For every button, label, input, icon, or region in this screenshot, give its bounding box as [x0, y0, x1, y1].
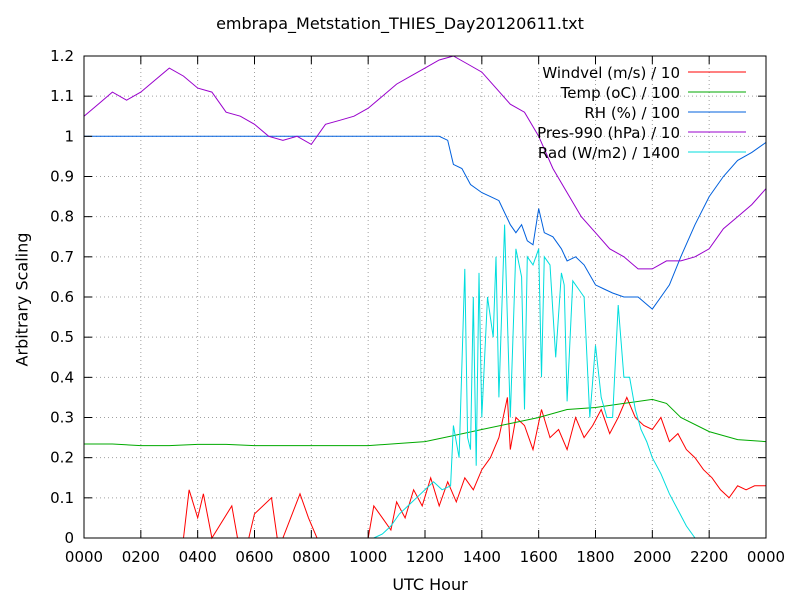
legend-label: Temp (oC) / 100: [560, 84, 680, 102]
y-tick-label: 0.2: [50, 449, 74, 467]
x-tick-label: 1200: [406, 548, 444, 566]
x-tick-label: 0800: [292, 548, 330, 566]
x-tick-label: 0000: [65, 548, 103, 566]
x-tick-label: 2200: [690, 548, 728, 566]
y-tick-label: 1: [64, 127, 74, 145]
y-tick-label: 0.1: [50, 489, 74, 507]
x-tick-label: 1600: [520, 548, 558, 566]
series-line-0: [84, 396, 766, 540]
y-axis-label: Arbitrary Scaling: [12, 232, 32, 367]
x-tick-label: 1800: [576, 548, 614, 566]
y-tick-label: 0: [64, 529, 74, 547]
x-tick-label: 0200: [122, 548, 160, 566]
y-tick-label: 0.8: [50, 208, 74, 226]
x-tick-label: 0400: [179, 548, 217, 566]
series-line-4: [84, 224, 766, 539]
series-line-1: [84, 398, 767, 447]
legend-label: RH (%) / 100: [584, 104, 680, 122]
x-tick-label: 1000: [349, 548, 387, 566]
axis-ticks: 0 0.1 0.2 0.3 0.4 0.5 0.6 0.7 0.8 0.9 1 1.1 1.2 0000 0…: [50, 47, 785, 566]
legend-label: Rad (W/m2) / 1400: [538, 144, 680, 162]
x-tick-label: 0000: [747, 548, 785, 566]
y-tick-label: 0.3: [50, 409, 74, 427]
y-tick-label: 0.9: [50, 168, 74, 186]
legend-label: Windvel (m/s) / 10: [542, 64, 680, 82]
series-group: [83, 55, 767, 540]
y-tick-label: 1.1: [50, 87, 74, 105]
y-tick-label: 0.6: [50, 288, 74, 306]
y-tick-label: 0.4: [50, 368, 74, 386]
x-axis-label: UTC Hour: [392, 575, 468, 594]
legend-label: Pres-990 (hPa) / 10: [537, 124, 680, 142]
legend: Windvel (m/s) / 10 Temp (oC) / 100 RH (%) …: [537, 64, 746, 162]
y-tick-label: 0.7: [50, 248, 74, 266]
chart-title: embrapa_Metstation_THIES_Day20120611.txt: [216, 14, 584, 33]
series-line-2: [84, 135, 767, 310]
y-tick-label: 1.2: [50, 47, 74, 65]
series-line-3: [83, 55, 767, 270]
y-tick-label: 0.5: [50, 328, 74, 346]
x-tick-label: 2000: [633, 548, 671, 566]
x-tick-label: 1400: [463, 548, 501, 566]
x-tick-label: 0600: [235, 548, 273, 566]
